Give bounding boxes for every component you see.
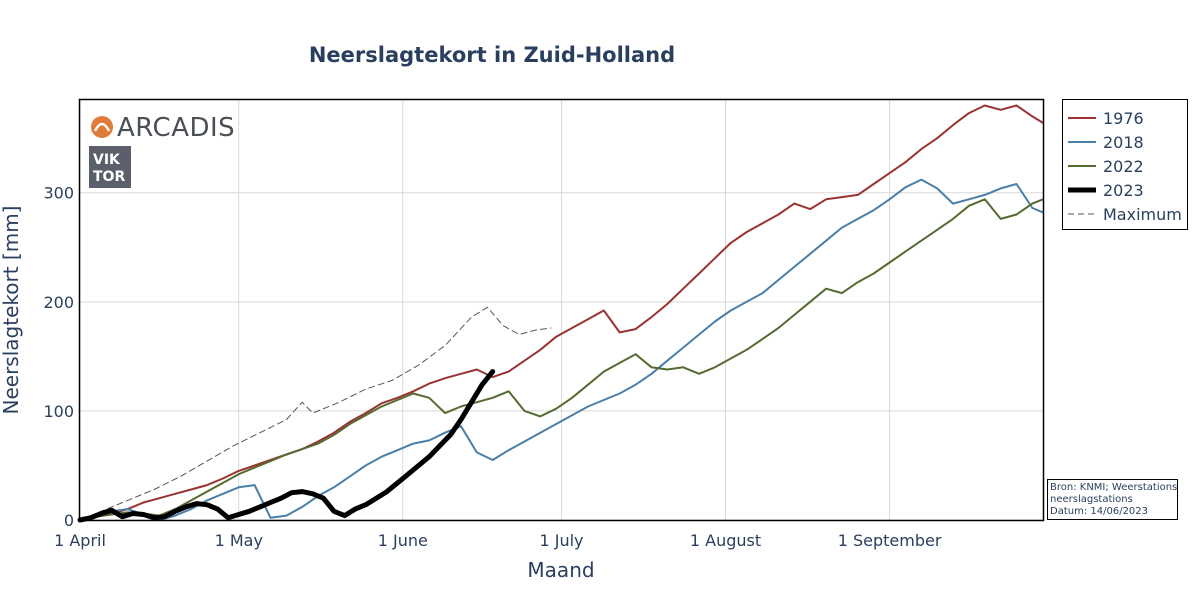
viktor-line1: VIK: [93, 152, 121, 168]
x-tick-label: 1 April: [54, 531, 106, 550]
ticks: 0 100 200 300 1 April 1 May 1 June 1 July 1 Augu…: [43, 184, 941, 550]
arcadis-logo: ARCADIS: [91, 113, 235, 143]
legend-label-1976: 1976: [1103, 109, 1144, 128]
source-note-line3: Datum: 14/06/2023: [1050, 506, 1148, 517]
arcadis-logo-mark: [91, 116, 113, 138]
series-line-2018: [79, 178, 1044, 521]
source-note: Bron: KNMI; Weerstations neerslagstation…: [1047, 479, 1178, 520]
series-line-1976: [79, 104, 1044, 521]
x-tick-label: 1 July: [539, 531, 583, 550]
legend-box: [1062, 99, 1188, 230]
source-note-box: [1047, 479, 1178, 520]
grid: [79, 100, 1043, 521]
chart-title: Neerslagtekort in Zuid-Holland: [309, 43, 675, 67]
y-tick-label: 300: [43, 184, 74, 203]
y-axis-title: Neerslagtekort [mm]: [0, 206, 23, 415]
plot-frame: [78, 98, 1045, 522]
legend-label-2023: 2023: [1103, 181, 1144, 200]
x-tick-label: 1 May: [215, 531, 263, 550]
series-line-maximum: [79, 306, 552, 521]
series-line-2022: [79, 198, 1044, 521]
source-note-line1: Bron: KNMI; Weerstations: [1050, 482, 1177, 493]
arcadis-wordmark: ARCADIS: [117, 113, 235, 143]
source-note-line2: neerslagstations: [1050, 494, 1133, 505]
x-tick-label: 1 June: [378, 531, 428, 550]
legend-label-2018: 2018: [1103, 133, 1144, 152]
y-tick-label: 200: [43, 293, 74, 312]
x-tick-label: 1 September: [838, 531, 942, 550]
y-tick-label: 0: [64, 511, 74, 530]
legend-label-2022: 2022: [1103, 157, 1144, 176]
x-tick-label: 1 August: [690, 531, 761, 550]
series-group: [77, 104, 1044, 523]
legend-label-maximum: Maximum: [1103, 205, 1182, 224]
series-line-2023: [77, 369, 496, 523]
legend: 1976 2018 2022 2023 Maximum: [1062, 99, 1188, 230]
x-axis-title: Maand: [527, 558, 594, 582]
viktor-logo: VIK TOR: [89, 146, 131, 188]
viktor-line2: TOR: [93, 169, 125, 185]
y-tick-label: 100: [43, 402, 74, 421]
